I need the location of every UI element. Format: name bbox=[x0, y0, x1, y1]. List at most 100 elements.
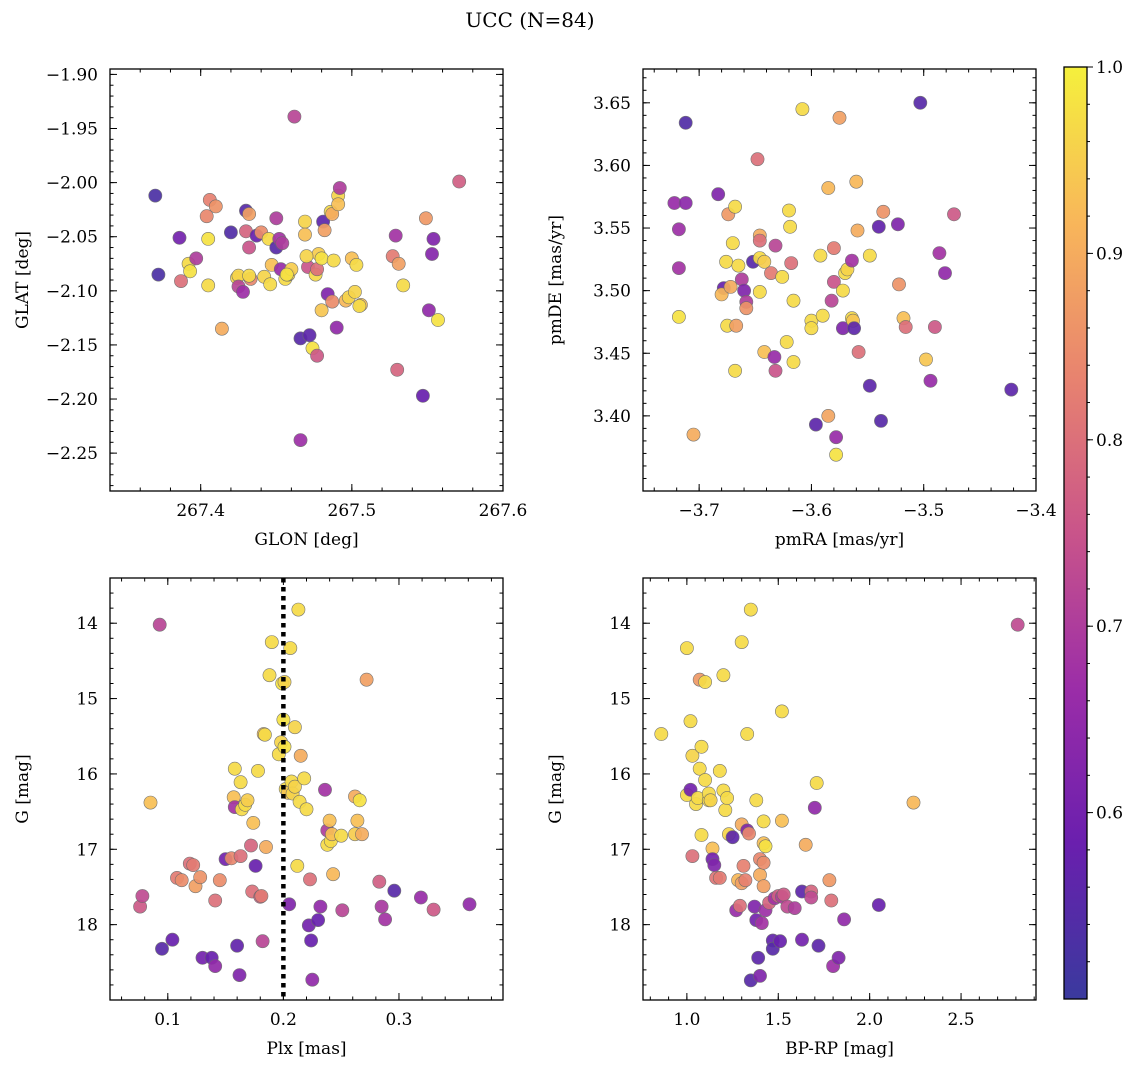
y-tick-label: −2.25 bbox=[46, 444, 98, 464]
scatter-point bbox=[743, 602, 758, 617]
scatter-point bbox=[305, 972, 320, 987]
x-tick-label: 0.3 bbox=[385, 1010, 412, 1030]
scatter-point bbox=[415, 388, 430, 403]
scatter-point bbox=[421, 303, 436, 318]
scatter-point bbox=[719, 254, 733, 269]
scatter-point bbox=[135, 889, 150, 903]
x-tick-label: −3.6 bbox=[791, 501, 832, 521]
y-tick-label: 15 bbox=[609, 690, 631, 710]
scatter-point bbox=[291, 602, 306, 617]
scatter-point bbox=[742, 826, 756, 841]
scatter-point bbox=[208, 893, 223, 908]
scatter-point bbox=[303, 872, 317, 887]
scatter-point bbox=[829, 447, 843, 462]
x-tick-label: 2.0 bbox=[856, 1010, 883, 1030]
scatter-point bbox=[287, 720, 302, 735]
scatter-point bbox=[711, 187, 726, 202]
scatter-point bbox=[686, 427, 701, 442]
y-tick-label: 17 bbox=[76, 840, 98, 860]
scatter-point bbox=[431, 313, 445, 327]
scatter-point bbox=[932, 246, 947, 260]
scatter-point bbox=[804, 321, 819, 336]
scatter-point bbox=[418, 211, 433, 226]
scatter-point bbox=[786, 293, 801, 308]
scatter-point bbox=[892, 277, 906, 292]
colorbar-gradient bbox=[1064, 67, 1087, 999]
scatter-point bbox=[728, 199, 742, 214]
scatter-point bbox=[813, 248, 828, 263]
y-tick-label: −2.20 bbox=[46, 390, 98, 410]
scatter-point bbox=[151, 267, 166, 282]
scatter-point bbox=[786, 355, 801, 369]
scatter-point bbox=[947, 207, 961, 222]
y-tick-label: 16 bbox=[609, 765, 631, 785]
scatter-point bbox=[283, 641, 298, 655]
scatter-point bbox=[678, 196, 693, 210]
scatter-point bbox=[350, 813, 365, 828]
scatter-point bbox=[244, 838, 258, 853]
scatter-point bbox=[332, 181, 347, 195]
scatter-point bbox=[148, 188, 163, 203]
scatter-point bbox=[313, 899, 328, 914]
scatter-point bbox=[201, 231, 216, 246]
scatter-point bbox=[928, 320, 942, 334]
scatter-point bbox=[246, 816, 261, 830]
scatter-point bbox=[372, 874, 387, 889]
scatter-point bbox=[293, 748, 308, 763]
scatter-point bbox=[264, 635, 279, 649]
scatter-point bbox=[326, 253, 341, 268]
scatter-point bbox=[787, 901, 802, 915]
scatter-point bbox=[352, 793, 367, 808]
scatter-point bbox=[331, 197, 346, 212]
y-tick-label: 15 bbox=[76, 690, 98, 710]
scatter-point bbox=[378, 912, 392, 927]
colorbar-tick-label: 0.7 bbox=[1096, 617, 1123, 637]
y-tick-label: −1.95 bbox=[46, 120, 98, 140]
scatter-point bbox=[718, 803, 733, 817]
scatter-point bbox=[751, 950, 766, 965]
scatter-point bbox=[720, 791, 734, 805]
scatter-point bbox=[329, 320, 344, 335]
scatter-point bbox=[723, 279, 738, 294]
scatter-point bbox=[240, 793, 255, 808]
scatter-point bbox=[809, 417, 823, 432]
y-axis-label: G [mag] bbox=[13, 754, 33, 823]
x-tick-label: −3.5 bbox=[903, 501, 944, 521]
scatter-point bbox=[155, 941, 169, 956]
scatter-point bbox=[827, 274, 841, 289]
y-tick-label: −2.10 bbox=[46, 282, 98, 302]
scatter-point bbox=[862, 248, 877, 263]
scatter-point bbox=[242, 268, 256, 283]
scatter-point bbox=[152, 617, 167, 632]
scatter-point bbox=[242, 207, 256, 221]
y-tick-label: 18 bbox=[76, 916, 98, 936]
scatter-point bbox=[318, 782, 332, 797]
scatter-point bbox=[236, 284, 250, 299]
y-tick-label: 14 bbox=[609, 614, 631, 634]
panel-plx-g: 0.1 0.2 0.3 14 15 16 17 18 Plx [mas] G [mag] bbox=[13, 577, 504, 1059]
scatter-point bbox=[255, 934, 270, 949]
scatter-point bbox=[923, 373, 938, 388]
scatter-point bbox=[230, 938, 244, 953]
scatter-point bbox=[692, 761, 707, 776]
scatter-point bbox=[251, 764, 265, 778]
y-tick-label: 16 bbox=[76, 765, 98, 785]
scatter-point bbox=[913, 95, 928, 110]
y-tick-label: 3.40 bbox=[593, 407, 631, 427]
scatter-point bbox=[174, 274, 188, 288]
scatter-point bbox=[322, 813, 337, 828]
scatter-point bbox=[938, 266, 952, 280]
scatter-point bbox=[832, 110, 847, 125]
scatter-point bbox=[891, 217, 905, 232]
y-axis-label: pmDE [mas/yr] bbox=[546, 215, 566, 345]
y-tick-label: 3.55 bbox=[593, 219, 631, 239]
scatter-point bbox=[298, 214, 312, 229]
y-tick-label: −2.15 bbox=[46, 336, 98, 356]
x-axis-label: Plx [mas] bbox=[266, 1039, 346, 1059]
scatter-point bbox=[798, 837, 813, 852]
scatter-point bbox=[388, 228, 403, 243]
scatter-point bbox=[275, 236, 290, 251]
scatter-point bbox=[906, 795, 921, 810]
panel-glon-glat: 267.4 267.5 267.6 −1.90 −1.95 −2.00 −2.05 −2.10… bbox=[13, 65, 527, 550]
x-tick-label: 1.0 bbox=[673, 1010, 700, 1030]
